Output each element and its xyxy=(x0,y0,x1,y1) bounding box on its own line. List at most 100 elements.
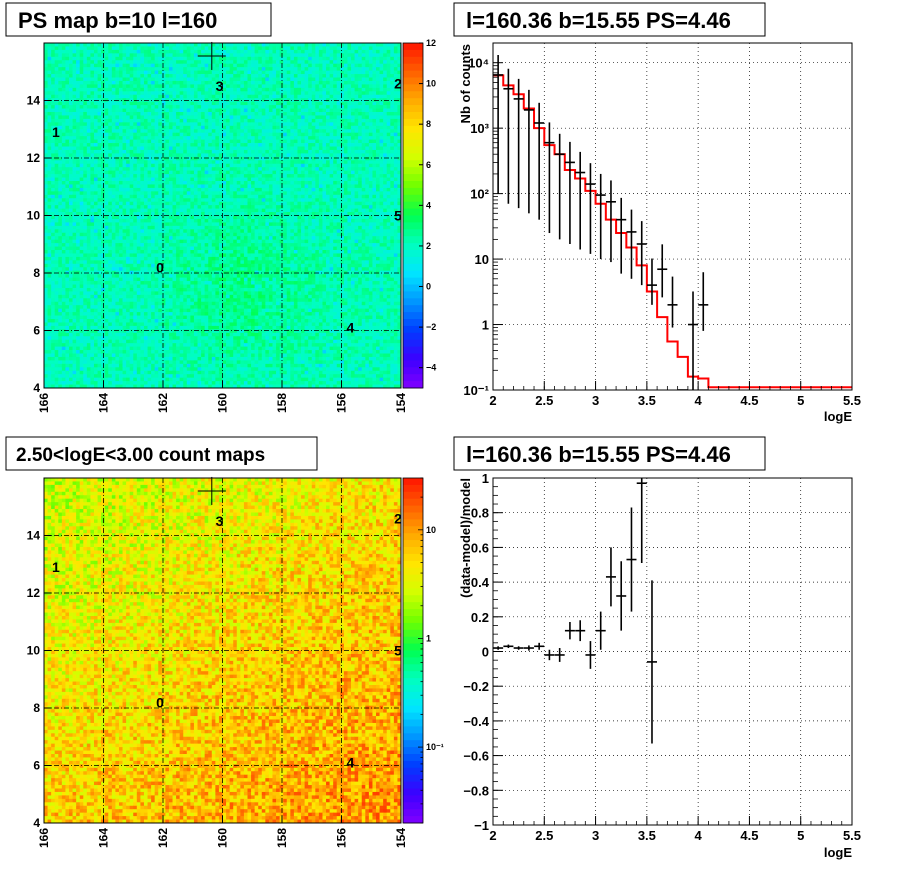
spectrum-frame xyxy=(492,42,853,391)
x-tick-label: 4.5 xyxy=(740,828,758,843)
ps-map-grid xyxy=(44,43,401,388)
map-y-tick-label: 6 xyxy=(33,324,40,338)
spectrum-title: l=160.36 b=15.55 PS=4.46 xyxy=(466,8,731,33)
x-tick-label: 3.5 xyxy=(638,828,656,843)
ps-map-y-axis: 4 6 8 10 12 14 xyxy=(27,94,51,395)
spectrum-grid xyxy=(493,43,852,390)
residual-title: l=160.36 b=15.55 PS=4.46 xyxy=(466,442,731,467)
map-x-tick-label: 160 xyxy=(216,393,230,413)
map-x-tick-label: 156 xyxy=(335,393,349,413)
source-label: 3 xyxy=(216,513,224,529)
spectrum-point xyxy=(698,272,709,331)
residual-point xyxy=(626,507,637,612)
map-x-tick-label: 160 xyxy=(216,828,230,848)
spectrum-point xyxy=(503,68,514,204)
spectrum-point xyxy=(688,291,699,390)
y-tick-label: 0.2 xyxy=(471,610,489,625)
map-y-tick-label: 10 xyxy=(27,209,41,223)
map-y-tick-label: 12 xyxy=(27,586,41,600)
colorbar-tick-label: −4 xyxy=(426,363,436,373)
residual-point xyxy=(493,646,504,650)
spectrum-title-box xyxy=(453,2,766,37)
x-tick-label: 5.5 xyxy=(843,393,861,408)
source-label: 5 xyxy=(394,643,402,659)
residual-panel: l=160.36 b=15.55 PS=4.46 2 2.5 3 3.5 4 4.5 5 5.… xyxy=(453,436,861,860)
count-map-sources: 0 1 2 3 4 5 xyxy=(52,510,402,770)
residual-point xyxy=(534,642,545,650)
map-y-tick-label: 10 xyxy=(27,644,41,658)
count-map-grid xyxy=(44,478,401,823)
x-tick-label: 5 xyxy=(797,393,804,408)
y-tick-label: −0.8 xyxy=(463,783,489,798)
residual-point xyxy=(554,648,565,662)
spectrum-point xyxy=(513,78,524,209)
residual-y-label: (data-model)/model xyxy=(458,478,473,598)
x-tick-label: 3 xyxy=(592,393,599,408)
x-tick-label: 4.5 xyxy=(740,393,758,408)
x-tick-label: 4 xyxy=(695,393,703,408)
map-x-tick-label: 158 xyxy=(275,393,289,413)
y-tick-label: −0.4 xyxy=(463,714,489,729)
map-x-tick-label: 156 xyxy=(335,828,349,848)
x-tick-label: 2.5 xyxy=(535,393,553,408)
spectrum-point xyxy=(667,276,678,328)
ps-map-marker xyxy=(197,41,226,70)
source-label: 2 xyxy=(394,75,402,91)
x-tick-label: 5.5 xyxy=(843,828,861,843)
map-y-tick-label: 8 xyxy=(33,266,40,280)
model-step-line xyxy=(493,74,852,389)
count-map-y-axis: 4 6 8 10 12 14 xyxy=(27,529,51,830)
residual-point xyxy=(616,561,627,631)
y-tick-label: 10⁴ xyxy=(468,56,489,71)
source-label: 1 xyxy=(52,559,60,575)
spectrum-point xyxy=(564,141,575,244)
residual-point xyxy=(503,644,514,649)
x-tick-label: 2 xyxy=(489,393,496,408)
spectrum-point xyxy=(544,122,555,234)
map-y-tick-label: 8 xyxy=(33,701,40,715)
map-y-tick-label: 4 xyxy=(33,816,40,830)
source-label: 3 xyxy=(216,78,224,94)
spectrum-point xyxy=(616,197,627,274)
spectrum-point xyxy=(554,133,565,240)
source-label: 5 xyxy=(394,208,402,224)
spectrum-y-label: Nb of counts xyxy=(458,44,473,123)
y-tick-label: 10² xyxy=(470,187,489,202)
residual-point xyxy=(605,547,616,607)
spectrum-point xyxy=(523,89,534,214)
map-x-tick-label: 164 xyxy=(97,393,111,413)
y-tick-label: 0 xyxy=(482,645,489,660)
count-map-colorbar: 10 1 10⁻¹ xyxy=(402,477,444,824)
residual-point xyxy=(523,645,534,651)
y-tick-label: 0.4 xyxy=(471,575,490,590)
colorbar-tick-label: 0 xyxy=(426,282,431,292)
source-label: 4 xyxy=(347,755,355,771)
colorbar-tick-label: 10 xyxy=(426,525,436,535)
source-label: 0 xyxy=(156,259,164,275)
spectrum-x-axis: 2 2.5 3 3.5 4 4.5 5 5.5 xyxy=(489,381,861,408)
colorbar-tick-label: −2 xyxy=(426,322,436,332)
spectrum-point xyxy=(595,173,606,260)
x-tick-label: 2.5 xyxy=(535,828,553,843)
count-map-heatmap xyxy=(44,478,402,824)
spectrum-y-axis: 10⁻¹ 1 10 10² 10³ 10⁴ xyxy=(463,42,503,398)
spectrum-point xyxy=(493,55,504,194)
count-map-title-box xyxy=(5,436,318,471)
colorbar-tick-label: 10⁻¹ xyxy=(426,742,444,752)
source-label: 1 xyxy=(52,124,60,140)
residual-grid xyxy=(493,478,852,825)
residual-point xyxy=(564,622,575,640)
ps-map-x-axis: 166 164 162 160 158 156 154 xyxy=(37,381,408,413)
y-tick-label: −0.2 xyxy=(463,679,489,694)
source-label: 2 xyxy=(394,510,402,526)
residual-point xyxy=(585,641,596,669)
spectrum-panel: l=160.36 b=15.55 PS=4.46 2 2.5 3 3.5 4 4.5 5 5.… xyxy=(453,2,861,424)
residual-x-axis: 2 2.5 3 3.5 4 4.5 5 5.5 xyxy=(489,816,861,843)
colorbar-tick-label: 12 xyxy=(426,38,436,48)
colorbar-tick-label: 1 xyxy=(426,633,431,643)
residual-title-box xyxy=(453,436,766,471)
map-y-tick-label: 14 xyxy=(27,529,41,543)
count-map-marker xyxy=(197,476,226,505)
spectrum-point xyxy=(575,151,586,250)
